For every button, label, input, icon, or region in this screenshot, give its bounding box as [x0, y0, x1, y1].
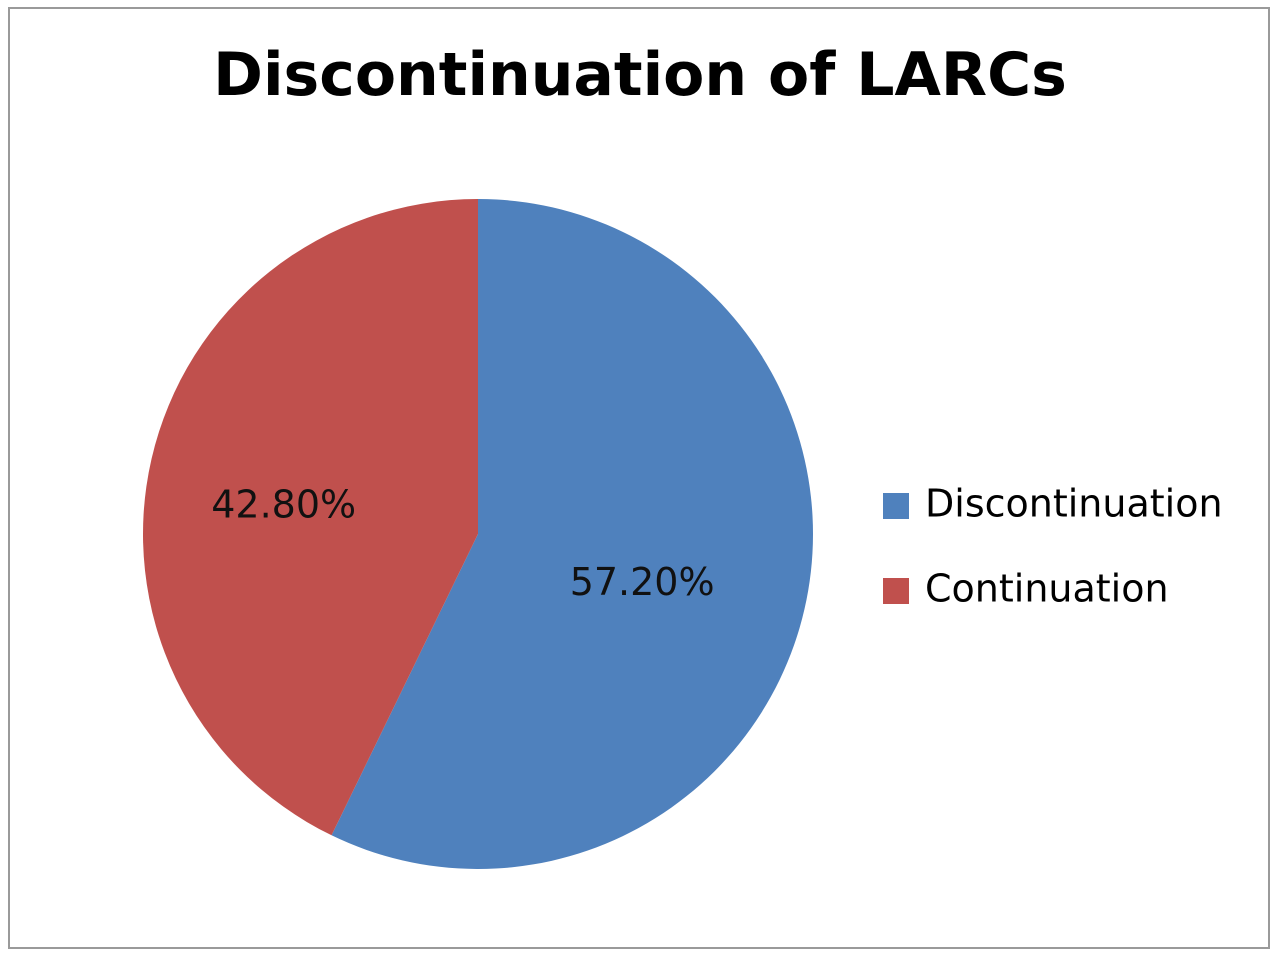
legend-swatch-continuation	[883, 578, 909, 604]
pie-slice-label-discontinuation: 57.20%	[570, 560, 715, 604]
pie-slice-labels: 57.20% 42.80%	[211, 483, 714, 604]
legend-label-discontinuation: Discontinuation	[925, 482, 1223, 526]
pie-slice-label-continuation: 42.80%	[211, 483, 356, 527]
pie-slice-continuation	[143, 199, 478, 836]
chart-title: Discontinuation of LARCs	[213, 40, 1067, 110]
legend-label-continuation: Continuation	[925, 567, 1169, 611]
legend: Discontinuation Continuation	[883, 482, 1223, 611]
legend-swatch-discontinuation	[883, 493, 909, 519]
pie-slices	[143, 199, 813, 870]
pie-slice-discontinuation	[331, 199, 813, 870]
